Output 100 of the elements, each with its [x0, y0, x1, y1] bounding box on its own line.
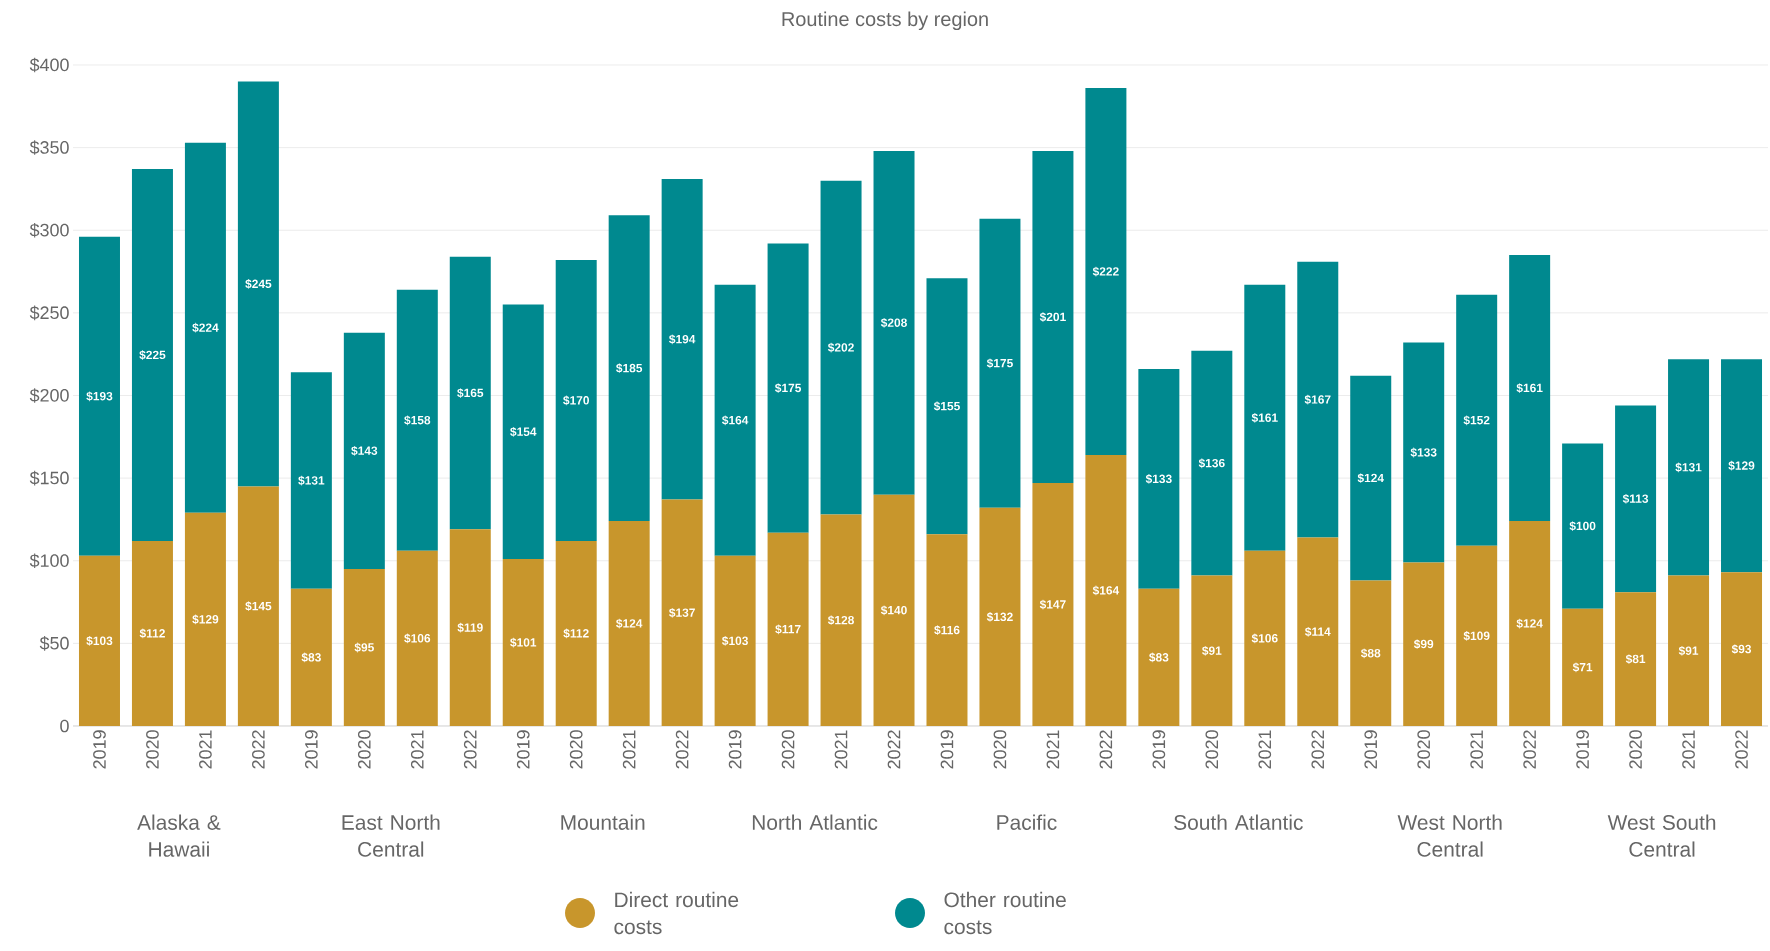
- bar: [873, 150, 915, 495]
- x-tick-label: 2021: [1258, 730, 1272, 769]
- data-label: $128: [827, 615, 854, 626]
- bar: [1456, 294, 1498, 546]
- bar: [131, 540, 173, 726]
- x-tick-label: 2019: [1152, 730, 1166, 769]
- data-label: $185: [616, 363, 643, 374]
- x-tick-label: 2019: [93, 730, 106, 769]
- bar: [1456, 545, 1498, 726]
- bar: [608, 521, 650, 726]
- y-tick-label: $250: [29, 305, 69, 321]
- legend-label: Direct routine costs: [614, 891, 739, 935]
- data-label: $124: [1516, 618, 1543, 629]
- bar: [1403, 342, 1445, 563]
- data-label: $165: [457, 388, 484, 398]
- x-tick-label: 2022: [675, 730, 689, 769]
- data-label: $113: [1622, 493, 1649, 504]
- text: East North Central: [342, 814, 440, 857]
- bar: [1297, 537, 1339, 726]
- bar: [1350, 580, 1392, 726]
- x-tick-label: 2022: [252, 730, 265, 769]
- bar: [1297, 261, 1339, 538]
- data-label: $81: [1625, 654, 1646, 664]
- data-label: $143: [351, 445, 378, 456]
- bar: [78, 555, 120, 726]
- data-label: $124: [1357, 473, 1384, 483]
- bar: [502, 304, 544, 560]
- bar: [926, 534, 968, 726]
- text: Pacific: [997, 814, 1057, 830]
- bar: [767, 243, 809, 533]
- data-label: $224: [192, 322, 219, 333]
- bar: [343, 569, 385, 726]
- bar: [184, 142, 226, 513]
- data-label: $100: [1569, 521, 1596, 531]
- x-tick-label: 2020: [993, 730, 1007, 769]
- bar: [1085, 454, 1127, 726]
- data-label: $83: [1149, 652, 1169, 663]
- data-label: $95: [354, 642, 374, 653]
- data-label: $140: [880, 605, 907, 616]
- y-tick-label: 0: [60, 719, 69, 733]
- bar: [1721, 572, 1763, 726]
- bar: [78, 236, 120, 556]
- bar: [1668, 359, 1710, 576]
- bar: [1191, 350, 1233, 576]
- bar: [290, 588, 332, 726]
- data-label: $193: [86, 391, 113, 402]
- x-tick-label: 2021: [1682, 730, 1695, 769]
- data-label: $131: [298, 475, 325, 486]
- data-label: $194: [669, 334, 696, 345]
- x-tick-label: 2021: [1046, 730, 1060, 769]
- data-label: $116: [934, 625, 960, 636]
- bar: [767, 532, 809, 726]
- y-tick-label: $200: [29, 388, 69, 403]
- x-tick-label: 2019: [1576, 730, 1589, 769]
- data-label: $245: [245, 279, 272, 289]
- data-label: $91: [1678, 645, 1699, 656]
- x-tick-label: 2022: [1523, 730, 1536, 769]
- bar: [820, 514, 862, 726]
- text: South Atlantic: [1174, 814, 1303, 830]
- bar: [1562, 443, 1604, 609]
- data-label: $124: [616, 618, 643, 629]
- data-label: $147: [1039, 599, 1066, 610]
- data-label: $131: [1675, 462, 1702, 473]
- y-tick-label: $400: [29, 57, 69, 73]
- bar: [1721, 359, 1763, 573]
- data-label: $119: [457, 622, 483, 633]
- bar: [237, 81, 279, 487]
- data-label: $155: [933, 401, 960, 412]
- bar: [1509, 255, 1551, 522]
- data-label: $106: [404, 633, 431, 644]
- data-label: $129: [1728, 460, 1755, 471]
- bar: [184, 512, 226, 726]
- x-tick-label: 2020: [1417, 730, 1431, 769]
- data-label: $170: [563, 395, 590, 406]
- bar: [1509, 521, 1551, 726]
- bar: [820, 180, 862, 515]
- x-tick-label: 2020: [569, 730, 583, 769]
- data-label: $133: [1410, 447, 1437, 458]
- text: Alaska & Hawaii: [137, 814, 221, 857]
- x-tick-label: 2020: [357, 730, 371, 769]
- y-tick-label: $100: [29, 553, 69, 569]
- bar: [290, 372, 332, 589]
- bar: [555, 540, 597, 726]
- bar: [1403, 562, 1445, 726]
- x-tick-label: 2022: [887, 730, 901, 769]
- bar: [1191, 575, 1233, 726]
- bar: [926, 278, 968, 535]
- bar: [1244, 284, 1286, 551]
- bar: [131, 169, 173, 541]
- data-label: $101: [510, 637, 537, 648]
- bar: [1615, 592, 1657, 726]
- bar: [714, 555, 756, 726]
- bar: [449, 256, 491, 530]
- data-label: $164: [1092, 585, 1120, 596]
- data-label: $83: [301, 652, 321, 663]
- data-label: $137: [669, 607, 695, 618]
- bar: [714, 284, 756, 556]
- x-tick-label: 2022: [1735, 730, 1748, 769]
- data-label: $154: [510, 426, 537, 437]
- bar: [237, 486, 279, 726]
